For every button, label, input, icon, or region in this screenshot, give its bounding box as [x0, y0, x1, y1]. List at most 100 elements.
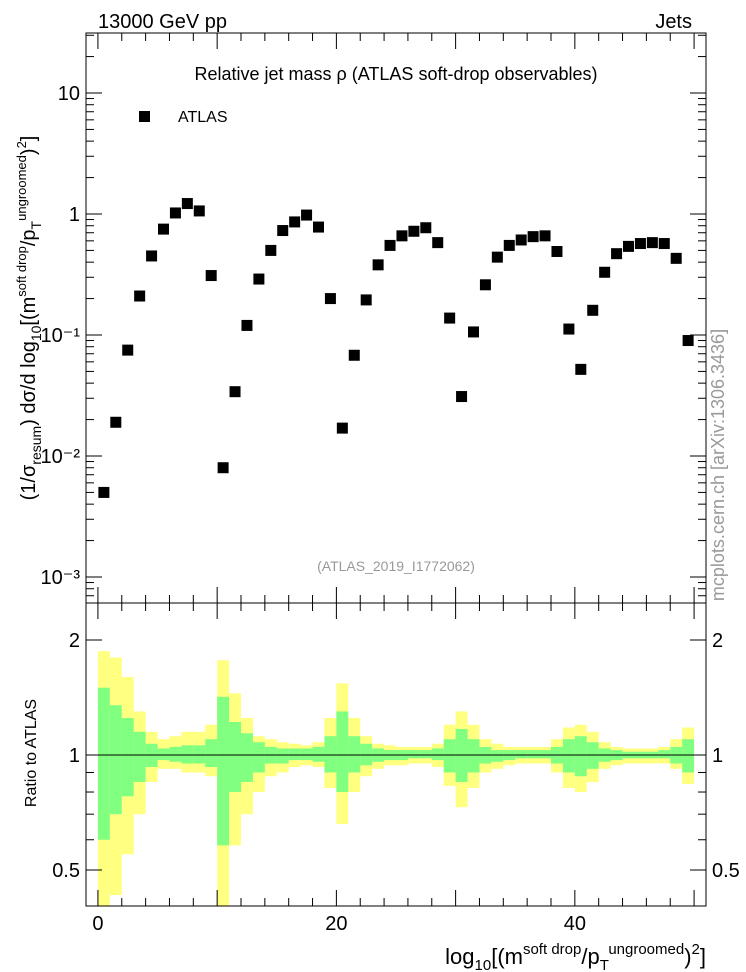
data-point — [205, 270, 217, 282]
data-point — [301, 209, 313, 221]
green-band-bin — [157, 748, 170, 761]
green-band-bin — [443, 739, 456, 773]
data-point — [217, 462, 229, 474]
data-point — [491, 251, 503, 263]
data-point — [658, 238, 670, 250]
data-point — [539, 230, 551, 242]
green-band-bin — [133, 731, 146, 782]
x-tick-label: 0 — [92, 913, 103, 935]
green-band-bin — [431, 748, 444, 761]
header-right: Jets — [655, 11, 692, 33]
data-point — [432, 237, 444, 249]
green-band-bin — [467, 739, 480, 773]
green-band-bin — [205, 739, 218, 768]
ratio-y-tick-label-left: 2 — [69, 630, 80, 652]
ratio-y-tick-label-right: 0.5 — [712, 860, 740, 882]
data-point — [587, 304, 599, 316]
data-markers — [98, 198, 694, 498]
ratio-y-tick-label-left: 1 — [69, 745, 80, 767]
data-point — [110, 416, 122, 428]
green-band-bin — [491, 750, 504, 762]
x-tick-label: 20 — [325, 913, 347, 935]
green-band-bin — [312, 746, 325, 762]
data-point — [324, 293, 336, 305]
main-y-tick-label: 1 — [69, 204, 80, 226]
green-band-bin — [586, 742, 599, 769]
ratio-x-ticks — [97, 603, 695, 906]
green-band-bin — [229, 722, 241, 793]
data-point — [515, 234, 527, 246]
green-band-bin — [241, 733, 253, 782]
green-band-bin — [539, 750, 551, 759]
data-point — [348, 349, 360, 361]
green-band-bin — [336, 711, 349, 793]
data-point — [396, 230, 408, 242]
data-point — [646, 237, 658, 249]
green-band-bin — [169, 746, 182, 762]
green-band-bin — [419, 750, 432, 759]
data-point — [408, 225, 420, 237]
data-point — [599, 266, 611, 278]
green-band-bin — [658, 750, 671, 759]
data-point — [181, 198, 193, 210]
data-point — [503, 239, 515, 251]
green-band-bin — [407, 750, 420, 759]
data-point — [193, 205, 205, 217]
green-band-bin — [515, 750, 528, 759]
data-point — [468, 326, 479, 338]
data-point — [265, 244, 277, 256]
legend-label: ATLAS — [178, 109, 228, 126]
data-point — [682, 335, 694, 347]
data-point — [313, 221, 324, 233]
data-point — [611, 248, 623, 260]
green-band-bin — [276, 748, 289, 764]
data-point — [551, 245, 563, 257]
green-band-bin — [527, 750, 540, 759]
legend-marker — [139, 111, 150, 122]
plot-title: Relative jet mass ρ (ATLAS soft-drop obs… — [194, 64, 597, 84]
ratio-y-tick-label-right: 2 — [712, 630, 723, 652]
data-point — [384, 239, 396, 251]
main-x-ticks — [97, 33, 695, 603]
data-point — [563, 323, 575, 335]
ratio-y-tick-label-right: 1 — [712, 745, 723, 767]
data-point — [456, 391, 468, 403]
main-y-tick-label: 10⁻¹ — [41, 325, 81, 347]
data-point — [98, 486, 110, 498]
data-point — [420, 222, 432, 234]
main-y-ticks — [86, 34, 706, 597]
data-point — [229, 386, 241, 398]
data-point — [289, 216, 301, 228]
main-y-axis-label: (1/σresum) dσ/d log10[(msoft drop/pTungr… — [14, 136, 44, 501]
ratio-y-axis-label: Ratio to ATLAS — [23, 699, 40, 807]
green-band-bin — [288, 748, 301, 761]
x-axis-label: log10[(msoft drop/pTungroomed)2] — [445, 941, 706, 972]
data-point — [169, 207, 181, 219]
data-point — [575, 363, 587, 375]
data-point — [444, 312, 456, 324]
green-band-bin — [217, 696, 230, 846]
green-band-bin — [97, 687, 110, 840]
green-band-bin — [574, 736, 587, 777]
data-point — [670, 252, 682, 264]
main-y-tick-labels: 10⁻³ 10⁻² 10⁻¹ 1 10 — [41, 83, 81, 589]
data-point — [134, 290, 146, 302]
data-point — [634, 238, 646, 250]
green-band-bin — [682, 739, 695, 773]
main-y-tick-label: 10 — [58, 83, 80, 105]
x-tick-label: 40 — [564, 913, 586, 935]
data-point — [277, 225, 289, 237]
data-point — [241, 319, 253, 331]
green-band-bin — [324, 736, 337, 773]
data-point — [336, 422, 348, 434]
green-band-bin — [181, 745, 194, 764]
data-point — [146, 250, 158, 262]
watermark: mcplots.cern.ch [arXiv:1306.3436] — [708, 329, 728, 601]
uncertainty-bands — [97, 651, 695, 906]
green-band-bin — [348, 736, 361, 773]
ratio-y-tick-labels: 0.5 0.5 1 1 2 2 — [52, 630, 740, 882]
main-y-tick-label: 10⁻³ — [41, 567, 81, 589]
data-point — [623, 240, 634, 252]
ratio-x-tick-labels: 0 20 40 — [92, 913, 586, 935]
